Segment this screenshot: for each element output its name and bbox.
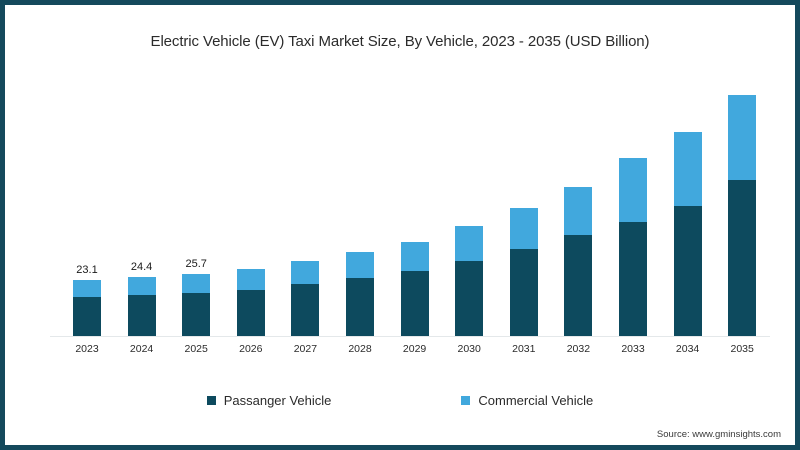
bar-group-2029[interactable] bbox=[400, 241, 429, 337]
x-axis-tick-2024: 2024 bbox=[129, 343, 154, 355]
bar-segment-commercial-vehicle-2031[interactable] bbox=[509, 208, 538, 250]
bar-group-2025[interactable]: 25.7 bbox=[182, 258, 211, 337]
legend-label: Passanger Vehicle bbox=[223, 393, 332, 408]
bar-segment-passanger-vehicle-2035[interactable] bbox=[728, 180, 757, 337]
bar-segment-commercial-vehicle-2030[interactable] bbox=[455, 226, 484, 261]
source-attribution: Source: www.gminsights.com bbox=[656, 429, 781, 440]
bar-group-2033[interactable] bbox=[619, 157, 647, 337]
legend-item-commercial-vehicle[interactable]: Commercial Vehicle bbox=[461, 393, 593, 408]
bar-group-2024[interactable]: 24.4 bbox=[127, 261, 156, 337]
x-axis-tick-2034: 2034 bbox=[675, 343, 700, 355]
bar-segment-passanger-vehicle-2032[interactable] bbox=[564, 234, 593, 337]
bar-group-2032[interactable] bbox=[564, 186, 593, 337]
bar-value-label-2024: 24.4 bbox=[130, 260, 153, 273]
bar-segment-commercial-vehicle-2025[interactable] bbox=[182, 273, 211, 293]
bar-segment-passanger-vehicle-2027[interactable] bbox=[291, 283, 320, 337]
bar-value-label-2023: 23.1 bbox=[76, 263, 98, 276]
bar-group-2034[interactable] bbox=[673, 132, 702, 337]
bar-segment-commercial-vehicle-2029[interactable] bbox=[400, 241, 429, 271]
bar-segment-commercial-vehicle-2024[interactable] bbox=[127, 276, 156, 295]
x-axis-tick-2025: 2025 bbox=[184, 343, 208, 355]
x-axis-tick-2028: 2028 bbox=[348, 343, 372, 355]
x-axis-tick-2029: 2029 bbox=[402, 343, 427, 355]
bar-segment-commercial-vehicle-2023[interactable] bbox=[73, 279, 101, 297]
bar-group-2030[interactable] bbox=[455, 226, 484, 337]
page-title: Electric Vehicle (EV) Taxi Market Size, … bbox=[150, 33, 650, 50]
bar-value-label-2025: 25.7 bbox=[185, 257, 207, 270]
bar-segment-passanger-vehicle-2023[interactable] bbox=[73, 296, 101, 337]
x-axis-tick-2032: 2032 bbox=[566, 343, 591, 355]
legend-item-passanger-vehicle[interactable]: Passanger Vehicle bbox=[206, 393, 332, 408]
x-axis-tick-2030: 2030 bbox=[457, 343, 481, 355]
bar-group-2027[interactable] bbox=[291, 261, 320, 337]
chart-canvas: Electric Vehicle (EV) Taxi Market Size, … bbox=[5, 5, 795, 445]
legend-swatch-passanger-vehicle bbox=[206, 396, 216, 405]
chart-legend: Passanger Vehicle Commercial Vehicle bbox=[5, 393, 795, 408]
bar-segment-passanger-vehicle-2028[interactable] bbox=[346, 277, 374, 337]
bar-group-2023[interactable]: 23.1 bbox=[73, 264, 101, 337]
bar-segment-passanger-vehicle-2030[interactable] bbox=[455, 260, 484, 337]
bar-segment-passanger-vehicle-2026[interactable] bbox=[236, 289, 265, 337]
legend-swatch-commercial-vehicle bbox=[461, 396, 471, 405]
x-axis-line bbox=[50, 336, 770, 337]
bar-segment-commercial-vehicle-2032[interactable] bbox=[564, 186, 593, 235]
bar-segment-passanger-vehicle-2025[interactable] bbox=[182, 292, 211, 337]
bar-segment-commercial-vehicle-2028[interactable] bbox=[346, 252, 374, 278]
bar-segment-commercial-vehicle-2033[interactable] bbox=[619, 157, 647, 223]
legend-label: Commercial Vehicle bbox=[478, 393, 594, 408]
bar-segment-commercial-vehicle-2034[interactable] bbox=[673, 132, 702, 207]
bar-segment-commercial-vehicle-2026[interactable] bbox=[236, 269, 265, 290]
bar-group-2028[interactable] bbox=[346, 252, 374, 337]
bar-segment-passanger-vehicle-2034[interactable] bbox=[673, 206, 702, 337]
bar-segment-commercial-vehicle-2027[interactable] bbox=[291, 261, 320, 284]
bar-segment-commercial-vehicle-2035[interactable] bbox=[728, 94, 757, 181]
bar-segment-passanger-vehicle-2033[interactable] bbox=[619, 222, 647, 337]
x-axis-tick-2027: 2027 bbox=[293, 343, 318, 355]
bar-segment-passanger-vehicle-2029[interactable] bbox=[400, 270, 429, 337]
bar-group-2031[interactable] bbox=[509, 208, 538, 337]
plot-area: 23.1 24.4 25.7 bbox=[50, 65, 765, 337]
bar-segment-passanger-vehicle-2031[interactable] bbox=[509, 249, 538, 337]
x-axis-tick-2023: 2023 bbox=[75, 343, 99, 355]
bar-group-2035[interactable] bbox=[728, 94, 757, 337]
bar-group-2026[interactable] bbox=[236, 269, 265, 337]
x-axis-tick-2035: 2035 bbox=[730, 343, 754, 355]
bar-segment-passanger-vehicle-2024[interactable] bbox=[127, 294, 156, 337]
x-axis-tick-2026: 2026 bbox=[239, 343, 263, 355]
x-axis-tick-2033: 2033 bbox=[621, 343, 645, 355]
x-axis-tick-2031: 2031 bbox=[512, 343, 536, 355]
